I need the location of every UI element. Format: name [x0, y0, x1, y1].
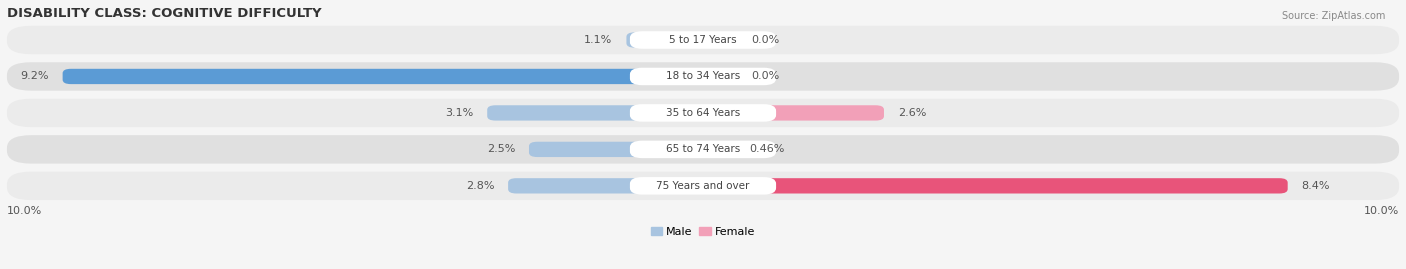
Text: DISABILITY CLASS: COGNITIVE DIFFICULTY: DISABILITY CLASS: COGNITIVE DIFFICULTY [7, 7, 322, 20]
Text: 9.2%: 9.2% [20, 72, 49, 82]
Legend: Male, Female: Male, Female [647, 222, 759, 241]
Text: 18 to 34 Years: 18 to 34 Years [666, 72, 740, 82]
Text: 10.0%: 10.0% [1364, 206, 1399, 216]
FancyBboxPatch shape [703, 178, 1288, 193]
Text: 8.4%: 8.4% [1302, 181, 1330, 191]
Text: 2.5%: 2.5% [486, 144, 515, 154]
FancyBboxPatch shape [488, 105, 703, 121]
Text: 2.8%: 2.8% [465, 181, 494, 191]
FancyBboxPatch shape [630, 177, 776, 194]
Text: 10.0%: 10.0% [7, 206, 42, 216]
FancyBboxPatch shape [630, 68, 776, 85]
FancyBboxPatch shape [627, 32, 703, 48]
Text: 2.6%: 2.6% [898, 108, 927, 118]
Text: 0.0%: 0.0% [752, 72, 780, 82]
Text: 0.0%: 0.0% [752, 35, 780, 45]
FancyBboxPatch shape [703, 142, 735, 157]
FancyBboxPatch shape [630, 104, 776, 122]
FancyBboxPatch shape [529, 142, 703, 157]
FancyBboxPatch shape [63, 69, 703, 84]
FancyBboxPatch shape [703, 32, 738, 48]
FancyBboxPatch shape [508, 178, 703, 193]
Text: 5 to 17 Years: 5 to 17 Years [669, 35, 737, 45]
Text: 75 Years and over: 75 Years and over [657, 181, 749, 191]
FancyBboxPatch shape [630, 31, 776, 49]
Text: 3.1%: 3.1% [446, 108, 474, 118]
Text: 0.46%: 0.46% [749, 144, 785, 154]
FancyBboxPatch shape [703, 69, 738, 84]
Text: 35 to 64 Years: 35 to 64 Years [666, 108, 740, 118]
Text: Source: ZipAtlas.com: Source: ZipAtlas.com [1281, 11, 1385, 21]
FancyBboxPatch shape [630, 141, 776, 158]
Text: 1.1%: 1.1% [585, 35, 613, 45]
FancyBboxPatch shape [7, 26, 1399, 54]
FancyBboxPatch shape [7, 135, 1399, 164]
FancyBboxPatch shape [703, 105, 884, 121]
FancyBboxPatch shape [7, 62, 1399, 91]
Text: 65 to 74 Years: 65 to 74 Years [666, 144, 740, 154]
FancyBboxPatch shape [7, 172, 1399, 200]
FancyBboxPatch shape [7, 99, 1399, 127]
